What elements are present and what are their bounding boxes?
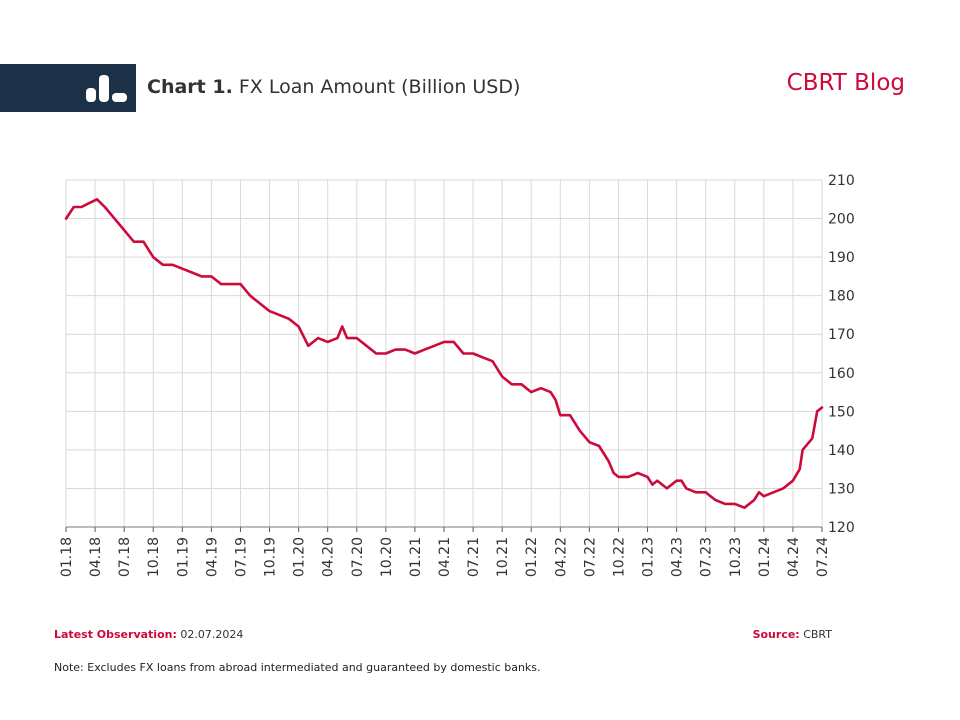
x-tick-label: 10.20 <box>379 537 395 577</box>
x-tick-label: 04.18 <box>88 537 104 577</box>
y-tick-label: 200 <box>828 212 855 228</box>
x-tick-label: 04.23 <box>670 537 686 577</box>
x-tick-label: 10.22 <box>611 537 627 577</box>
x-tick-label: 07.20 <box>350 537 366 577</box>
latest-observation-label: Latest Observation: <box>54 628 177 641</box>
y-tick-label: 120 <box>828 520 855 536</box>
chart-title-text: FX Loan Amount (Billion USD) <box>238 76 521 98</box>
x-tick-label: 07.18 <box>117 537 133 577</box>
chart-title-number: Chart 1. <box>147 76 233 98</box>
bar-chart-icon <box>86 75 127 102</box>
x-tick-label: 04.20 <box>321 537 337 577</box>
y-tick-label: 150 <box>828 404 855 420</box>
y-tick-label: 160 <box>828 366 855 382</box>
chart-title: Chart 1. FX Loan Amount (Billion USD) <box>147 76 520 98</box>
x-tick-label: 07.22 <box>582 537 598 577</box>
y-tick-label: 190 <box>828 250 855 266</box>
x-tick-label: 07.24 <box>815 537 831 577</box>
y-tick-label: 180 <box>828 289 855 305</box>
brand-label: CBRT Blog <box>786 70 905 96</box>
header-logo-box <box>0 64 136 112</box>
x-tick-label: 07.23 <box>699 537 715 577</box>
source: Source: CBRT <box>753 628 832 641</box>
footnote: Note: Excludes FX loans from abroad inte… <box>54 661 541 674</box>
y-tick-label: 130 <box>828 481 855 497</box>
x-tick-label: 10.21 <box>495 537 511 577</box>
x-tick-label: 01.22 <box>524 537 540 577</box>
x-tick-label: 10.19 <box>263 537 279 577</box>
source-label: Source: <box>752 628 800 641</box>
x-tick-label: 07.19 <box>233 537 249 577</box>
x-tick-label: 01.23 <box>641 537 657 577</box>
x-tick-label: 01.24 <box>757 537 773 577</box>
x-tick-label: 04.24 <box>786 537 802 577</box>
x-tick-label: 01.18 <box>59 537 75 577</box>
y-tick-label: 140 <box>828 443 855 459</box>
source-value: CBRT <box>803 628 832 641</box>
x-tick-label: 04.19 <box>204 537 220 577</box>
x-tick-label: 10.23 <box>728 537 744 577</box>
series-line <box>64 198 824 509</box>
latest-observation-value: 02.07.2024 <box>180 628 244 641</box>
x-tick-label: 01.21 <box>408 537 424 577</box>
latest-observation: Latest Observation: 02.07.2024 <box>54 628 243 641</box>
y-tick-label: 210 <box>828 173 855 189</box>
x-tick-label: 04.21 <box>437 537 453 577</box>
x-tick-label: 07.21 <box>466 537 482 577</box>
x-tick-label: 10.18 <box>146 537 162 577</box>
y-tick-label: 170 <box>828 327 855 343</box>
x-tick-label: 01.19 <box>175 537 191 577</box>
x-tick-label: 04.22 <box>553 537 569 577</box>
x-tick-label: 01.20 <box>292 537 308 577</box>
